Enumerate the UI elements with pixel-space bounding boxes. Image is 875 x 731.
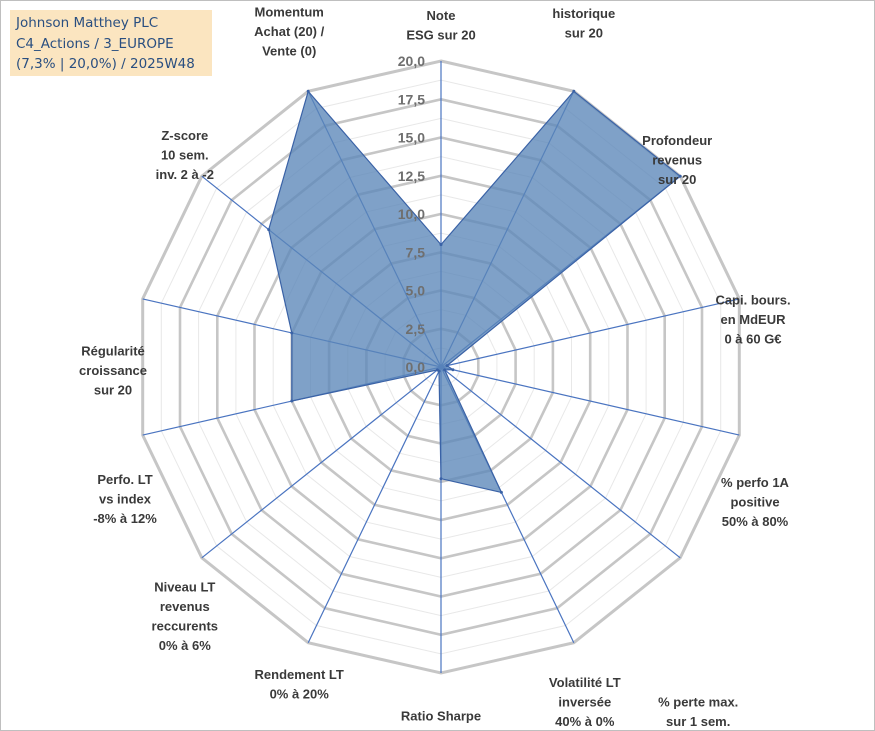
data-point	[290, 399, 294, 403]
company-name: Johnson Matthey PLC	[16, 15, 159, 31]
data-point	[572, 89, 576, 93]
tick-label: 20,0	[398, 53, 425, 69]
tick-label: 12,5	[398, 168, 425, 184]
axis-label: % perte max.sur 1 sem.inv. 50% à 20%	[652, 694, 744, 730]
axis-label: Capi. bours. en MdEUR 0 à 60 G€	[715, 293, 790, 347]
data-point	[499, 490, 503, 494]
category-path: C4_Actions / 3_EUROPE	[16, 35, 174, 52]
data-point	[306, 89, 310, 93]
tick-labels: 0,0 2,5 5,0 7,5 10,0 12,5 15,0 17,5 20,0	[398, 53, 425, 375]
axis-label: Volatilité LT inversée 40% à 0%	[549, 675, 621, 729]
tick-label: 0,0	[406, 359, 426, 375]
axis-spoke	[307, 366, 442, 643]
period-info: (7,3% | 20,0%) / 2025W48	[16, 56, 195, 72]
axis-label: Note ESG sur 20	[406, 8, 475, 43]
tick-label: 7,5	[406, 244, 426, 260]
axis-label: Profondeurhistoriquesur 20	[549, 1, 619, 40]
tick-label: 2,5	[406, 321, 426, 337]
tick-label: 17,5	[398, 91, 425, 107]
data-point	[445, 364, 449, 368]
axis-label: Rendement LT 0% à 20%	[255, 667, 344, 702]
axis-spoke	[201, 366, 442, 559]
data-point	[439, 477, 443, 481]
axis-label: Momentum Achat (20) / Vente (0)	[254, 4, 324, 58]
tick-label: 10,0	[398, 206, 425, 222]
axis-label: Ratio Sharpe0 à 1	[401, 709, 481, 731]
title-box: Johnson Matthey PLC C4_Actions / 3_EUROP…	[10, 10, 212, 76]
data-point	[443, 368, 447, 372]
axis-label: Niveau LT revenus reccurents 0% à 6%	[152, 580, 218, 654]
axis-label: Profondeur revenus sur 20	[642, 133, 712, 187]
tick-label: 5,0	[406, 283, 426, 299]
axis-label: Régularité croissance sur 20	[79, 344, 147, 398]
data-point	[290, 331, 294, 335]
axis-spoke	[440, 366, 740, 436]
series-area	[268, 90, 682, 494]
axis-spoke	[440, 366, 681, 559]
data-point	[678, 174, 682, 178]
axis-label: Z-score 10 sem. inv. 2 à -2	[156, 128, 214, 182]
axis-label: % perfo 1A positive 50% à 80%	[721, 475, 790, 529]
axis-spoke	[440, 298, 740, 368]
tick-label: 15,0	[398, 130, 425, 146]
data-point	[435, 368, 439, 372]
data-point	[451, 368, 455, 372]
data-area-group	[267, 89, 682, 494]
axis-label: Perfo. LT vs index -8% à 12%	[93, 472, 157, 526]
data-point	[439, 243, 443, 247]
data-point	[267, 228, 271, 232]
